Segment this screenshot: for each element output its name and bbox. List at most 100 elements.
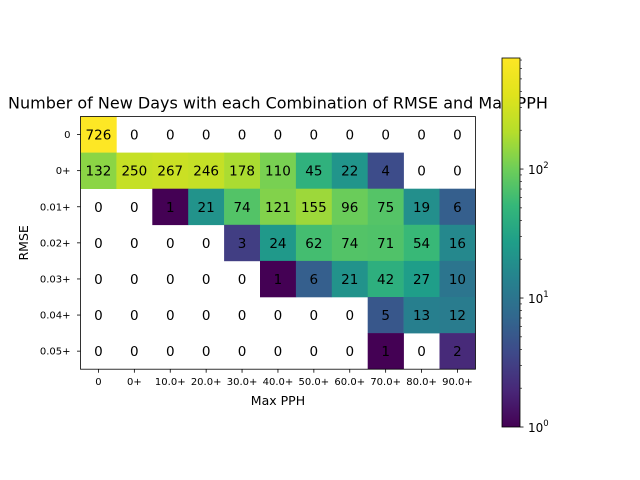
y-tick-label: 0.02+ bbox=[40, 238, 71, 249]
cell-value-label: 246 bbox=[193, 164, 219, 180]
x-tick-label: 0 bbox=[95, 377, 101, 388]
cell-value-label: 132 bbox=[86, 164, 112, 180]
cell-value-label: 0 bbox=[130, 308, 139, 324]
cell-value-label: 0 bbox=[381, 128, 390, 144]
heatmap-cell bbox=[260, 152, 297, 189]
cell-value-label: 74 bbox=[341, 236, 358, 252]
cell-value-label: 54 bbox=[413, 236, 430, 252]
heatmap-cell bbox=[367, 224, 404, 262]
cell-value-label: 267 bbox=[157, 164, 183, 180]
cell-value-label: 0 bbox=[202, 272, 211, 288]
cell-value-label: 0 bbox=[345, 308, 354, 324]
cell-value-label: 6 bbox=[310, 272, 319, 288]
cell-value-label: 0 bbox=[310, 344, 319, 360]
cell-value-label: 0 bbox=[238, 128, 247, 144]
cell-value-label: 6 bbox=[453, 200, 462, 216]
cell-value-label: 74 bbox=[233, 200, 250, 216]
cell-value-label: 0 bbox=[130, 272, 139, 288]
y-tick-label: 0.04+ bbox=[40, 311, 71, 322]
x-tick-label: 0+ bbox=[127, 377, 142, 388]
colorbar-ticks: 100 101 102 bbox=[520, 59, 549, 435]
heatmap-cell bbox=[439, 297, 476, 334]
cell-value-label: 5 bbox=[381, 308, 390, 324]
cell-value-label: 250 bbox=[121, 164, 147, 180]
heatmap-cell bbox=[367, 297, 404, 334]
cell-value-label: 110 bbox=[265, 164, 291, 180]
cell-value-label: 0 bbox=[310, 308, 319, 324]
cell-value-label: 27 bbox=[413, 272, 430, 288]
cell-value-label: 16 bbox=[449, 236, 466, 252]
colorbar-tick-label: 100 bbox=[528, 419, 549, 435]
colorbar-tick-label: 102 bbox=[528, 161, 549, 177]
heatmap-cell bbox=[295, 188, 333, 226]
cell-value-label: 96 bbox=[341, 200, 358, 216]
cell-value-label: 0 bbox=[345, 344, 354, 360]
x-tick-label: 20.0+ bbox=[191, 377, 222, 388]
heatmap-cell bbox=[224, 152, 261, 189]
heatmap-cell bbox=[403, 260, 440, 298]
x-tick-label: 50.0+ bbox=[299, 377, 330, 388]
heatmap-cell bbox=[260, 260, 297, 298]
heatmap-cell bbox=[367, 188, 404, 226]
cell-value-label: 21 bbox=[341, 272, 358, 288]
cell-value-label: 155 bbox=[301, 200, 327, 216]
cell-value-label: 42 bbox=[377, 272, 394, 288]
cell-value-label: 0 bbox=[166, 308, 175, 324]
cell-value-label: 0 bbox=[238, 344, 247, 360]
cell-value-label: 726 bbox=[86, 128, 112, 144]
cell-value-label: 22 bbox=[341, 164, 358, 180]
y-tick-label: 0.03+ bbox=[40, 274, 71, 285]
x-tick-label: 30.0+ bbox=[227, 377, 258, 388]
cell-value-label: 13 bbox=[413, 308, 430, 324]
cell-value-label: 62 bbox=[305, 236, 322, 252]
heatmap-cell bbox=[331, 152, 368, 189]
heatmap-cell bbox=[80, 116, 117, 153]
y-tick-label: 0.05+ bbox=[40, 347, 71, 358]
cell-value-label: 0 bbox=[310, 128, 319, 144]
heatmap-cell bbox=[439, 188, 476, 226]
cell-value-label: 0 bbox=[238, 272, 247, 288]
cell-value-label: 0 bbox=[274, 308, 283, 324]
cell-value-label: 3 bbox=[238, 236, 247, 252]
cell-value-label: 0 bbox=[238, 308, 247, 324]
cell-value-label: 0 bbox=[417, 164, 426, 180]
cell-value-label: 0 bbox=[202, 344, 211, 360]
heatmap-cell bbox=[295, 152, 333, 189]
x-tick-label: 90.0+ bbox=[442, 377, 473, 388]
heatmap-cell bbox=[116, 152, 153, 189]
cell-value-label: 19 bbox=[413, 200, 430, 216]
heatmap-cell bbox=[439, 333, 476, 370]
heatmap-cell bbox=[439, 260, 476, 298]
heatmap-cell bbox=[331, 224, 368, 262]
chart-title: Number of New Days with each Combination… bbox=[8, 94, 548, 113]
cell-value-label: 12 bbox=[449, 308, 466, 324]
heatmap-cell bbox=[331, 188, 368, 226]
cell-value-label: 0 bbox=[94, 200, 103, 216]
cell-value-label: 0 bbox=[130, 344, 139, 360]
cell-value-label: 0 bbox=[417, 128, 426, 144]
heatmap-cell bbox=[403, 224, 440, 262]
cell-value-label: 10 bbox=[449, 272, 466, 288]
x-tick-label: 40.0+ bbox=[263, 377, 294, 388]
heatmap-cell bbox=[295, 224, 333, 262]
cell-value-label: 0 bbox=[130, 200, 139, 216]
cell-value-label: 0 bbox=[417, 344, 426, 360]
cell-value-label: 0 bbox=[202, 308, 211, 324]
cell-value-label: 0 bbox=[130, 236, 139, 252]
cell-value-label: 0 bbox=[166, 344, 175, 360]
heatmap-cell bbox=[260, 224, 297, 262]
x-axis-label: Max PPH bbox=[251, 393, 305, 408]
heatmap-cell bbox=[224, 224, 261, 262]
colorbar: 100 101 102 bbox=[501, 57, 549, 435]
cell-value-label: 1 bbox=[274, 272, 283, 288]
x-axis: 0 0+ 10.0+ 20.0+ 30.0+ 40.0+ 50.0+ 60.0+ 70.0+ 80… bbox=[95, 369, 473, 388]
cell-value-label: 0 bbox=[453, 164, 462, 180]
cell-value-label: 24 bbox=[269, 236, 286, 252]
cell-value-label: 1 bbox=[166, 200, 175, 216]
colorbar-tick-label: 101 bbox=[528, 290, 549, 306]
cell-value-label: 0 bbox=[166, 236, 175, 252]
cell-value-label: 0 bbox=[94, 272, 103, 288]
cell-value-label: 0 bbox=[274, 128, 283, 144]
